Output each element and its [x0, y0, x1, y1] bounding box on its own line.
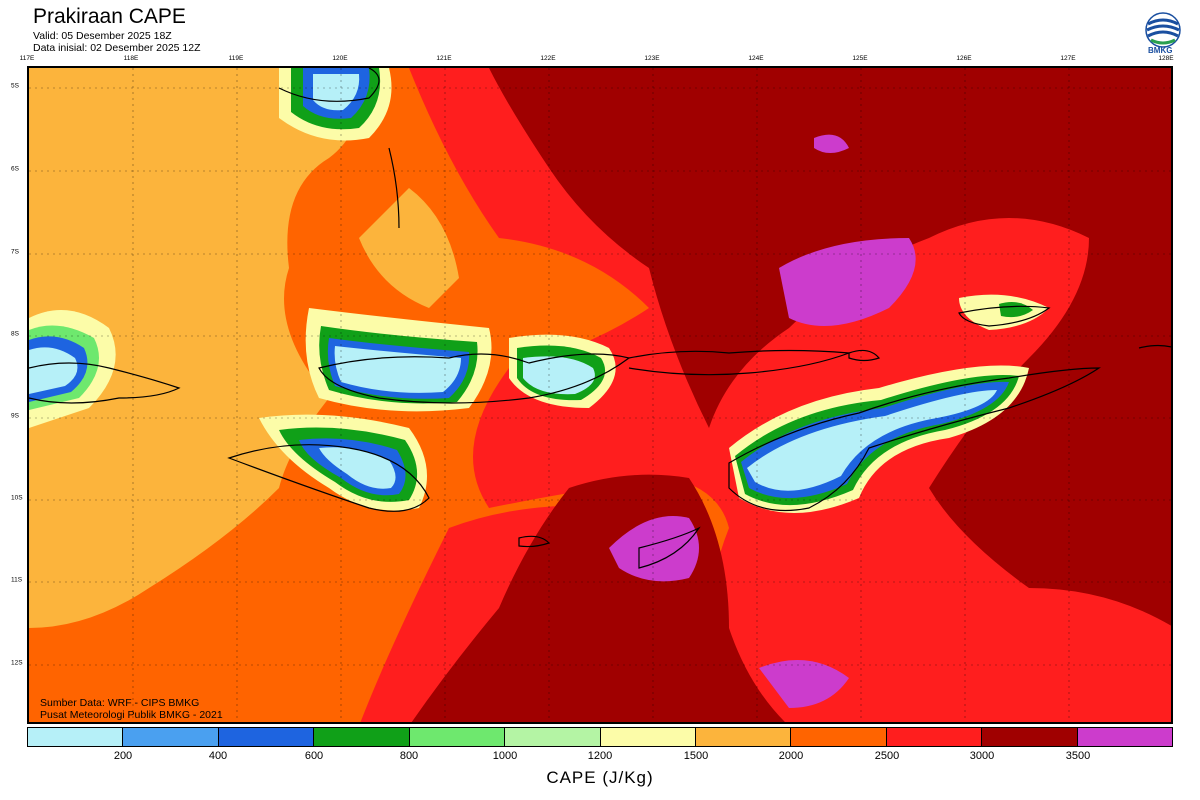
- bmkg-logo-icon: [1145, 12, 1181, 48]
- colorbar-swatch: [1077, 728, 1173, 746]
- low-cape-north-sulawesi: [279, 68, 392, 141]
- field-2500-3000: [409, 68, 1171, 722]
- lat-label: 10S: [11, 494, 23, 502]
- field-1500-2000: [29, 68, 361, 628]
- field-over-3500: [759, 660, 849, 708]
- field-3000-3500: [489, 68, 1171, 626]
- colorbar-swatch: [791, 728, 887, 746]
- colorbar-tick: 800: [399, 750, 419, 762]
- colorbar-tick: 2500: [874, 750, 900, 762]
- lon-label: 119E: [228, 55, 244, 62]
- init-time: Data inisial: 02 Desember 2025 12Z: [33, 42, 201, 54]
- lat-label: 11S: [11, 576, 23, 584]
- lat-label: 6S: [11, 165, 19, 173]
- coastlines: [29, 68, 1171, 569]
- colorbar-tick: 1200: [587, 750, 613, 762]
- field-over-3500: [779, 238, 916, 326]
- colorbar-title: CAPE (J/Kg): [546, 768, 654, 787]
- colorbar-swatch: [600, 728, 696, 746]
- lon-label: 118E: [123, 55, 139, 62]
- lon-label: 122E: [540, 55, 556, 62]
- colorbar-tick: 200: [113, 750, 133, 762]
- colorbar-swatch: [28, 728, 124, 746]
- lat-label: 9S: [11, 412, 19, 420]
- lat-label: 5S: [11, 82, 19, 90]
- valid-time: Valid: 05 Desember 2025 18Z: [33, 30, 172, 42]
- lon-label: 127E: [1060, 55, 1076, 62]
- lon-label: 117E: [19, 55, 35, 62]
- colorbar-swatch: [695, 728, 792, 746]
- colorbar-swatch: [218, 728, 315, 746]
- cape-colorbar: [27, 727, 1173, 747]
- low-cape-lesser-sunda-west: [29, 310, 116, 428]
- credit-source: Sumber Data: WRF - CIPS BMKG: [40, 697, 200, 709]
- colorbar-tick: 1000: [492, 750, 518, 762]
- low-cape-timor: [729, 365, 1029, 513]
- lat-label: 7S: [11, 248, 19, 256]
- colorbar-tick: 2000: [778, 750, 804, 762]
- low-cape-flores-west: [509, 334, 616, 408]
- lon-label: 128E: [1158, 55, 1174, 62]
- lon-label: 123E: [644, 55, 660, 62]
- low-cape-sumba: [259, 414, 427, 511]
- colorbar-swatch: [505, 728, 601, 746]
- colorbar-swatch: [123, 728, 219, 746]
- map-title: Prakiraan CAPE: [33, 5, 186, 28]
- colorbar-tick: 1500: [683, 750, 709, 762]
- lon-label: 126E: [956, 55, 972, 62]
- field-1500-2000: [359, 188, 459, 308]
- colorbar-tick: 3500: [1065, 750, 1091, 762]
- cape-field: [29, 68, 1171, 722]
- lon-label: 124E: [748, 55, 764, 62]
- colorbar-swatch: [409, 728, 506, 746]
- lat-label: 12S: [11, 659, 23, 667]
- colorbar-tick: 400: [208, 750, 228, 762]
- lon-label: 120E: [332, 55, 348, 62]
- credit-org: Pusat Meteorologi Publik BMKG - 2021: [40, 709, 223, 721]
- field-over-3500: [814, 134, 849, 153]
- lon-label: 121E: [436, 55, 452, 62]
- colorbar-tick: 600: [304, 750, 324, 762]
- colorbar-swatch: [982, 728, 1078, 746]
- field-over-3500: [609, 516, 699, 582]
- colorbar-swatch: [314, 728, 410, 746]
- logo-label: BMKG: [1148, 46, 1173, 55]
- lat-label: 8S: [11, 330, 19, 338]
- colorbar-tick: 3000: [969, 750, 995, 762]
- colorbar-swatch: [886, 728, 983, 746]
- graticule: [29, 68, 1171, 722]
- cape-map[interactable]: Sumber Data: WRF - CIPS BMKG Pusat Meteo…: [27, 66, 1173, 724]
- lon-label: 125E: [852, 55, 868, 62]
